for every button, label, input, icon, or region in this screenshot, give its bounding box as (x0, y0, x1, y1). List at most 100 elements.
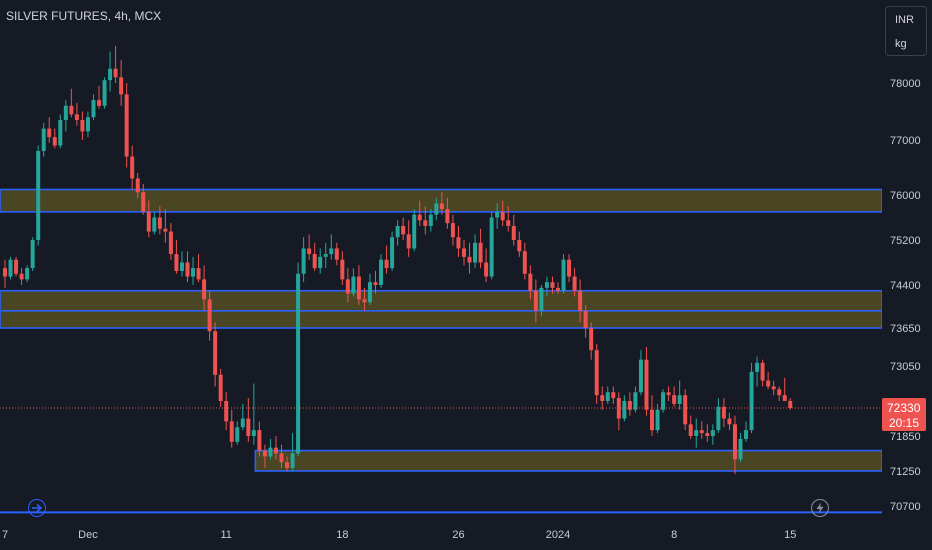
candle-body (528, 273, 533, 291)
candle (279, 444, 284, 469)
candle-body (511, 225, 516, 240)
candle-body (732, 424, 737, 460)
candle-body (146, 211, 151, 232)
candle-body (36, 151, 41, 240)
candle-body (467, 256, 472, 263)
candle-body (52, 137, 57, 146)
candle-body (124, 94, 129, 157)
candle-body (699, 430, 704, 434)
candle (307, 234, 312, 260)
price-tick-label: 75200 (890, 235, 921, 247)
candle (3, 259, 7, 288)
candle (417, 200, 422, 226)
candle (229, 409, 234, 448)
candle-body (533, 290, 538, 311)
candle (163, 209, 168, 243)
candle-body (384, 259, 389, 269)
candle (41, 122, 46, 157)
candle-body (41, 128, 46, 151)
scroll-to-realtime-button[interactable] (28, 499, 46, 517)
price-tick-label: 71250 (890, 466, 921, 478)
candle (777, 386, 782, 401)
candle-body (556, 287, 560, 291)
candle-body (14, 259, 19, 274)
candle (428, 209, 433, 232)
candle-body (318, 256, 323, 269)
time-tick-label: 8 (671, 529, 677, 541)
candle (782, 377, 787, 401)
candle-body (373, 282, 378, 285)
time-axis: 7 Dec 11 18 26 2024 8 15 (2, 529, 796, 541)
candle (152, 211, 157, 235)
candle-body (340, 259, 345, 280)
candle (556, 282, 560, 294)
candle (312, 242, 317, 271)
time-tick-label: 15 (784, 529, 796, 541)
price-axis: 78000 77000 76000 75200 74400 73650 73050 71850… (882, 0, 932, 550)
candle-body (450, 223, 455, 238)
candle (146, 200, 151, 238)
candle-body (268, 447, 273, 457)
candle (179, 251, 184, 277)
support-resistance-zones (0, 188, 883, 472)
candle-body (312, 254, 317, 269)
currency-label: INR (895, 14, 914, 26)
candle (423, 206, 428, 235)
candle-body (544, 282, 549, 288)
candle-body (80, 120, 85, 132)
candle (749, 362, 754, 434)
candle-body (688, 424, 693, 436)
candle (583, 305, 588, 338)
candle (268, 438, 273, 460)
candle-body (290, 453, 295, 469)
candle (290, 433, 295, 471)
candle-body (456, 237, 461, 249)
candle (401, 217, 406, 240)
time-tick-label: 7 (2, 529, 8, 541)
candle (522, 242, 527, 280)
candle (744, 421, 749, 442)
candle-body (417, 214, 422, 221)
candle-body (356, 276, 361, 300)
lightning-icon (816, 502, 824, 514)
candle-body (605, 392, 610, 401)
candle (473, 234, 478, 269)
lightning-button[interactable] (811, 499, 829, 517)
candle (356, 265, 361, 306)
candle (323, 242, 328, 269)
candle (594, 343, 599, 404)
candle-body (622, 401, 627, 419)
candle (655, 403, 660, 434)
candle-body (550, 282, 555, 288)
candle (174, 240, 179, 274)
candle-body (677, 395, 682, 404)
candle-body (135, 178, 140, 193)
candle (638, 350, 643, 396)
candle-body (218, 374, 223, 401)
price-zone-2 (0, 309, 883, 329)
candle (666, 386, 671, 401)
candle-body (157, 217, 162, 229)
candle-body (395, 225, 400, 238)
candle (495, 203, 500, 229)
currency-unit-selector[interactable]: INR kg (885, 6, 927, 56)
candle (650, 395, 655, 436)
candle (567, 254, 572, 283)
candle-body (179, 262, 184, 271)
price-tick-label: 74400 (890, 280, 921, 292)
candle-body (362, 299, 367, 303)
candle-body (3, 268, 7, 277)
candle-body (650, 409, 655, 431)
candle-body (202, 279, 207, 300)
candle (561, 254, 566, 294)
price-tick-label: 77000 (890, 135, 921, 147)
candle (135, 173, 140, 198)
candle (390, 231, 395, 271)
candle-body (428, 214, 433, 226)
candle (478, 228, 483, 269)
candle (8, 256, 13, 280)
candle-body (461, 248, 466, 257)
candle (705, 424, 710, 442)
candle (213, 322, 218, 387)
